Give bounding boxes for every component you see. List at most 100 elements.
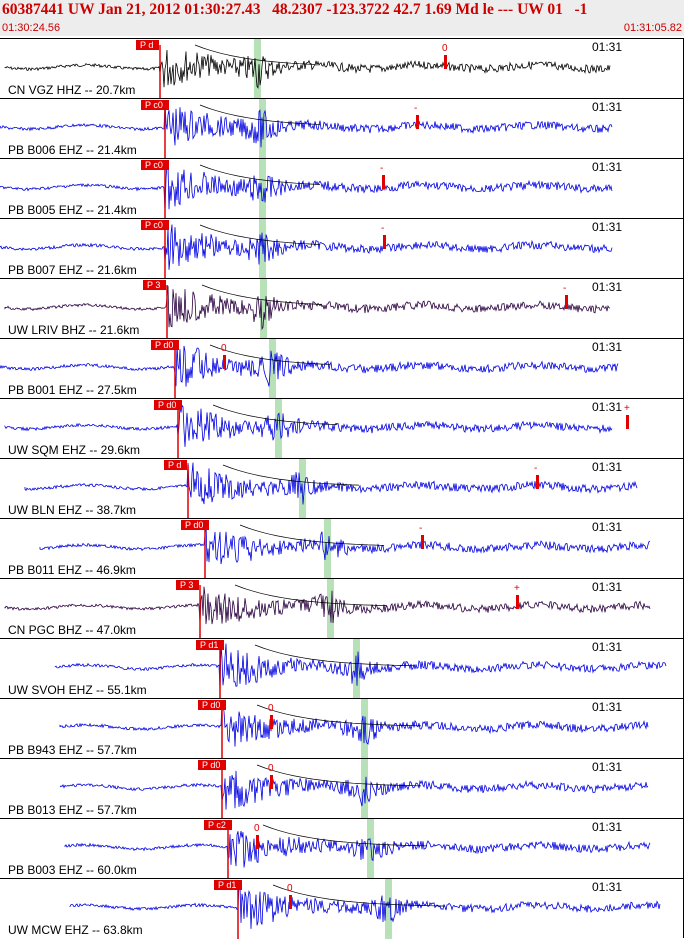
coda-marker-label: 0	[268, 763, 274, 774]
start-time: 01:30:24.56	[2, 22, 61, 34]
s-window-marker	[367, 819, 374, 879]
coda-marker-label: +	[514, 583, 520, 594]
coda-end-tick[interactable]	[516, 595, 519, 609]
coda-end-tick[interactable]	[256, 835, 259, 849]
trace-time-label: 01:31	[591, 700, 622, 714]
coda-end-tick[interactable]	[416, 115, 419, 129]
waveform-trace	[0, 224, 613, 270]
coda-marker-label: -	[563, 283, 567, 294]
pick-flag[interactable]: P d	[164, 460, 188, 470]
waveform-trace	[4, 49, 611, 89]
waveform-svg	[69, 879, 661, 939]
coda-marker-label: -	[419, 523, 423, 534]
coda-curve	[201, 284, 323, 305]
coda-end-tick[interactable]	[289, 895, 292, 909]
waveform-svg	[4, 39, 611, 99]
pick-flag[interactable]: P d1	[214, 880, 243, 890]
coda-end-tick[interactable]	[270, 715, 273, 729]
coda-curve	[262, 824, 428, 847]
coda-end-tick[interactable]	[382, 175, 385, 189]
pick-flag[interactable]: P d1	[196, 640, 225, 650]
pick-flag[interactable]: P c2	[204, 820, 232, 830]
coda-end-tick[interactable]	[565, 295, 568, 309]
pick-flag[interactable]: P c0	[141, 100, 169, 110]
station-label: PB B013 EHZ -- 57.7km	[8, 803, 137, 817]
station-label: PB B943 EHZ -- 57.7km	[8, 743, 137, 757]
trace-time-label: 01:31	[591, 760, 622, 774]
coda-end-tick[interactable]	[270, 775, 273, 789]
waveform-trace	[59, 702, 649, 747]
pick-flag[interactable]: P d0	[198, 700, 227, 710]
s-window-marker	[361, 759, 368, 819]
waveform-trace	[0, 343, 619, 387]
trace-panel: P 3 - 01:31 UW LRIV BHZ -- 21.6km	[0, 278, 684, 339]
trace-panel: P d1 01:31 UW SVOH EHZ -- 55.1km	[0, 638, 684, 699]
waveform-trace	[24, 462, 638, 505]
coda-end-tick[interactable]	[444, 55, 447, 69]
s-window-marker	[259, 159, 266, 219]
coda-curve	[254, 644, 416, 667]
waveform-svg	[54, 639, 667, 699]
coda-curve	[239, 524, 385, 546]
pick-flag[interactable]: P d0	[181, 520, 210, 530]
coda-curve	[212, 404, 338, 426]
station-label: PB B001 EHZ -- 27.5km	[8, 383, 137, 397]
station-label: PB B003 EHZ -- 60.0km	[8, 863, 137, 877]
station-label: PB B005 EHZ -- 21.4km	[8, 203, 137, 217]
pick-flag[interactable]: P d0	[151, 340, 180, 350]
waveform-svg	[39, 519, 651, 579]
coda-marker-label: +	[624, 403, 630, 414]
waveform-trace	[64, 831, 651, 868]
pick-flag[interactable]: P c0	[141, 160, 169, 170]
trace-panel: P c0 - 01:31 PB B007 EHZ -- 21.6km	[0, 218, 684, 279]
trace-panel: P c0 - 01:31 PB B006 EHZ -- 21.4km	[0, 98, 684, 159]
waveform-trace	[4, 586, 651, 625]
s-window-marker	[269, 339, 276, 399]
coda-end-tick[interactable]	[223, 355, 226, 369]
trace-panel: P c0 - 01:31 PB B005 EHZ -- 21.4km	[0, 158, 684, 219]
trace-time-label: 01:31	[591, 460, 622, 474]
waveform-svg	[0, 99, 613, 159]
trace-panel: P d0 0 01:31 PB B001 EHZ -- 27.5km	[0, 338, 684, 399]
pick-flag[interactable]: P d	[136, 40, 160, 50]
trace-time-label: 01:31	[591, 340, 622, 354]
header-bar: 60387441 UW Jan 21, 2012 01:30:27.43 48.…	[0, 0, 684, 36]
waveform-trace	[0, 101, 613, 148]
coda-marker-label: -	[534, 463, 538, 474]
coda-curve	[234, 584, 388, 606]
coda-end-tick[interactable]	[626, 415, 629, 429]
coda-end-tick[interactable]	[536, 475, 539, 489]
waveform-trace	[59, 770, 649, 810]
waveform-svg	[4, 579, 651, 639]
s-window-marker	[275, 399, 282, 459]
waveform-svg	[4, 399, 629, 459]
station-label: UW SVOH EHZ -- 55.1km	[8, 683, 147, 697]
pick-flag[interactable]: P c0	[141, 220, 169, 230]
coda-marker-label: 0	[254, 823, 260, 834]
pick-flag[interactable]: P d0	[198, 760, 227, 770]
pick-flag[interactable]: P 3	[143, 280, 167, 290]
pick-flag[interactable]: P 3	[176, 580, 200, 590]
trace-panel: P d0 +01:31 UW SQM EHZ -- 29.6km	[0, 398, 684, 459]
trace-panel: P d1 0 01:31 UW MCW EHZ -- 63.8km	[0, 878, 684, 939]
s-window-marker	[324, 519, 331, 579]
waveform-svg	[59, 699, 649, 759]
s-window-marker	[385, 879, 392, 939]
trace-panel: P c2 0 01:31 PB B003 EHZ -- 60.0km	[0, 818, 684, 879]
waveform-trace	[4, 404, 613, 447]
waveform-trace	[0, 163, 613, 213]
coda-marker-label: -	[381, 223, 385, 234]
trace-time-label: 01:31	[591, 520, 622, 534]
coda-end-tick[interactable]	[421, 535, 424, 549]
event-title: 60387441 UW Jan 21, 2012 01:30:27.43 48.…	[2, 1, 588, 18]
waveform-svg	[64, 819, 651, 879]
coda-curve	[256, 764, 422, 787]
coda-end-tick[interactable]	[383, 235, 386, 249]
seismogram-plot: P d 0 01:31 CN VGZ HHZ -- 20.7km P c0-01:31 P…	[0, 38, 684, 939]
trace-time-label: 01:31	[591, 280, 622, 294]
trace-time-label: 01:31	[591, 40, 622, 54]
coda-marker-label: 0	[442, 43, 448, 54]
station-label: UW MCW EHZ -- 63.8km	[8, 923, 143, 937]
pick-flag[interactable]: P d0	[154, 400, 183, 410]
waveform-svg	[0, 219, 613, 279]
